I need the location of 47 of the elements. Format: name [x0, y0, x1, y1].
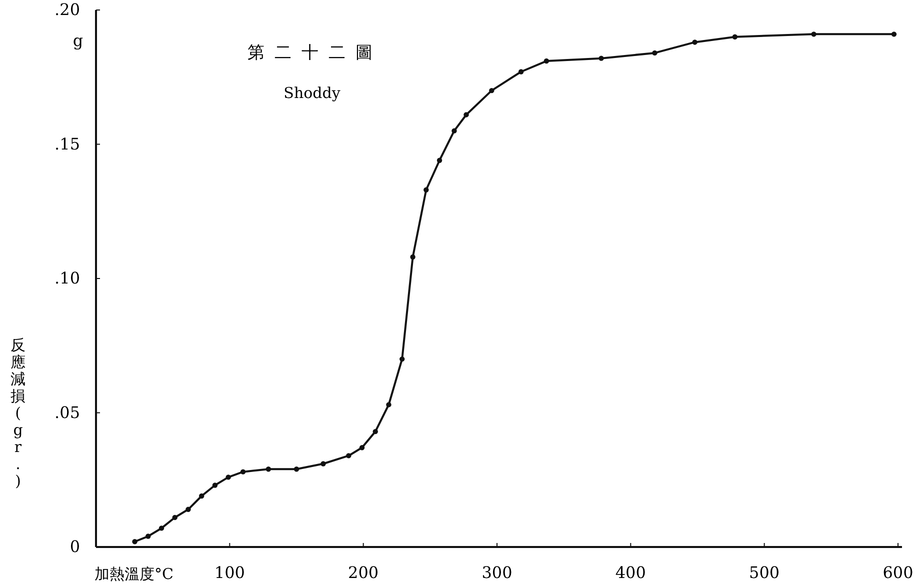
point — [294, 466, 300, 472]
x-tick-label: 200 — [348, 563, 379, 582]
point — [452, 128, 457, 134]
point — [320, 461, 326, 466]
point — [399, 356, 405, 362]
x-tick-label: 400 — [615, 563, 646, 582]
text: g — [72, 31, 84, 50]
point — [226, 474, 231, 480]
point — [198, 493, 204, 499]
y-tick-label: .20 — [54, 0, 80, 19]
point — [436, 158, 442, 163]
point — [186, 506, 191, 512]
point — [172, 514, 178, 520]
point — [489, 88, 494, 94]
point — [132, 539, 138, 544]
y-tick-label: .05 — [54, 402, 80, 422]
point — [146, 534, 151, 539]
point — [598, 56, 604, 61]
text: 第二十二圖 — [248, 43, 382, 63]
x-axis-title: 加熱溫度°C — [94, 565, 174, 583]
point — [732, 34, 738, 40]
point — [544, 58, 550, 64]
point — [266, 466, 272, 472]
x-tick-label: 300 — [482, 563, 512, 582]
point — [386, 402, 392, 408]
point — [359, 445, 365, 450]
point — [811, 32, 816, 37]
x-tick-label: 100 — [214, 563, 245, 582]
point — [652, 50, 658, 56]
point — [518, 69, 524, 74]
text: Shoddy — [284, 84, 341, 102]
point — [410, 254, 416, 260]
point — [346, 453, 352, 458]
point — [372, 428, 378, 434]
point — [464, 112, 469, 118]
y-tick-label: .15 — [54, 134, 80, 154]
x-tick-label: 600 — [882, 563, 914, 582]
y-tick-label: .10 — [54, 268, 80, 288]
point — [891, 32, 897, 37]
text: 反應減損(gr.) — [10, 336, 26, 490]
point — [158, 526, 164, 531]
point — [212, 482, 218, 488]
y-tick-label: 0 — [70, 537, 80, 556]
x-tick-label: 500 — [749, 563, 780, 582]
point — [424, 187, 429, 192]
point — [240, 469, 246, 474]
point — [692, 40, 698, 45]
